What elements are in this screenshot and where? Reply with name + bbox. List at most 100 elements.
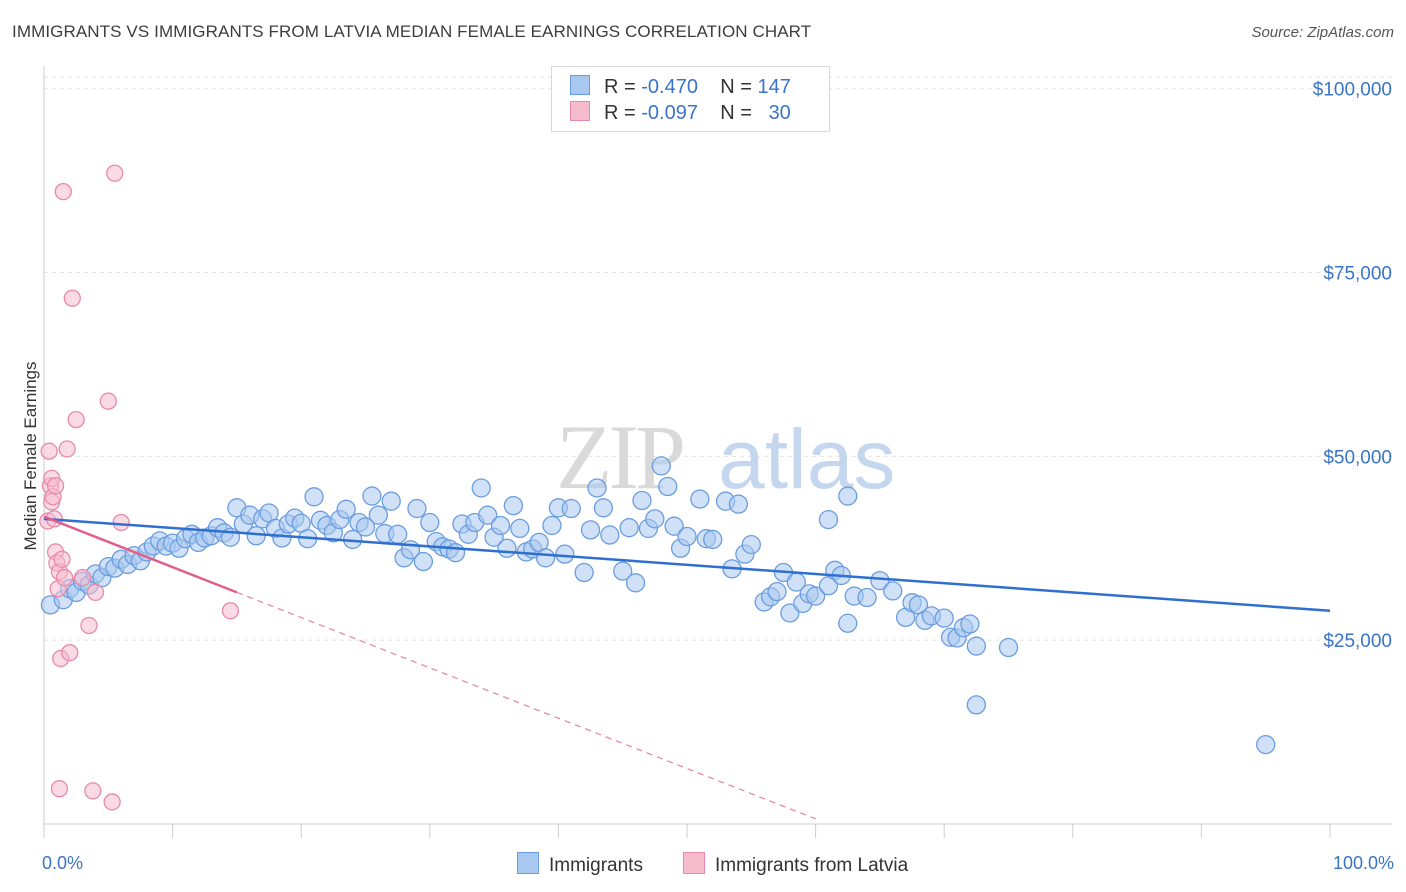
legend-r-value: -0.470 bbox=[641, 76, 698, 98]
y-tick-label: $25,000 bbox=[1323, 631, 1392, 652]
latvia-point bbox=[46, 477, 65, 495]
immigrants-point bbox=[741, 534, 761, 555]
legend-n-label: N = bbox=[720, 102, 752, 124]
immigrants-point bbox=[355, 517, 376, 537]
immigrants-point bbox=[387, 524, 408, 544]
immigrants-point bbox=[535, 548, 556, 568]
immigrants-point bbox=[613, 561, 633, 581]
immigrants-point bbox=[966, 695, 986, 715]
immigrants-point bbox=[703, 529, 723, 550]
immigrants-point bbox=[490, 515, 511, 536]
watermark-atlas: atlas bbox=[718, 412, 895, 506]
legend-r-label: R = bbox=[604, 76, 636, 98]
immigrants-point bbox=[407, 498, 427, 519]
immigrants-point bbox=[478, 505, 498, 525]
immigrants-point bbox=[413, 551, 434, 572]
immigrants-point bbox=[857, 587, 877, 608]
latvia-point bbox=[112, 513, 130, 532]
immigrants-point bbox=[600, 525, 620, 545]
bottom-legend-label: Immigrants bbox=[549, 855, 643, 876]
immigrants-point bbox=[580, 520, 601, 540]
bottom-legend-label: Immigrants from Latvia bbox=[715, 855, 909, 876]
latvia-point bbox=[50, 780, 69, 798]
latvia-point bbox=[80, 616, 98, 635]
latvia-point bbox=[221, 602, 240, 620]
x-tick-label: 100.0% bbox=[1333, 853, 1394, 873]
immigrants-point bbox=[381, 491, 401, 511]
grid-lines bbox=[44, 76, 1392, 641]
immigrants-point bbox=[767, 581, 787, 602]
immigrants-point bbox=[574, 562, 594, 583]
latvia-point bbox=[61, 644, 79, 662]
source-label: Source: ZipAtlas.com bbox=[1251, 24, 1394, 41]
latvia-point bbox=[99, 392, 117, 410]
immigrants-point bbox=[368, 505, 389, 525]
immigrants-point bbox=[1256, 734, 1276, 755]
y-tick-label: $50,000 bbox=[1323, 447, 1392, 468]
x-tick-label: 0.0% bbox=[42, 853, 83, 873]
y-axis-label: Median Female Earnings bbox=[21, 362, 40, 551]
immigrants-point bbox=[883, 581, 903, 601]
immigrants-point bbox=[542, 515, 562, 536]
immigrants-point bbox=[497, 538, 517, 558]
immigrants-point bbox=[818, 509, 839, 530]
immigrants-point bbox=[805, 586, 826, 606]
bottom-legend-immigrants: Immigrants bbox=[517, 852, 643, 877]
latvia-point bbox=[58, 440, 76, 458]
immigrants-point bbox=[632, 490, 652, 511]
immigrants-point bbox=[593, 498, 614, 518]
immigrants-point bbox=[690, 489, 710, 509]
series-latvia-points bbox=[39, 164, 240, 811]
legend-n-label: N = bbox=[720, 76, 752, 98]
chart-title: IMMIGRANTS VS IMMIGRANTS FROM LATVIA MED… bbox=[12, 22, 812, 41]
bottom-legend-swatch-pink bbox=[683, 852, 705, 874]
immigrants-point bbox=[619, 518, 639, 538]
latvia-point bbox=[84, 782, 102, 800]
legend-r-value: -0.097 bbox=[641, 102, 698, 124]
immigrants-point bbox=[587, 478, 607, 498]
stats-legend: R = -0.470 N = 147 R = -0.097 N = 30 bbox=[551, 66, 830, 132]
legend-n-value: 147 bbox=[757, 76, 791, 98]
y-tick-label: $75,000 bbox=[1323, 264, 1392, 285]
immigrants-point bbox=[503, 495, 524, 516]
immigrants-point bbox=[555, 544, 575, 564]
immigrants-point bbox=[362, 486, 382, 506]
latvia-point bbox=[86, 583, 105, 602]
legend-row-latvia: R = -0.097 N = 30 bbox=[570, 101, 791, 127]
legend-swatch-blue bbox=[570, 75, 590, 95]
latvia-trend-line bbox=[43, 515, 238, 594]
y-tick-label: $100,000 bbox=[1313, 80, 1392, 101]
legend-r-label: R = bbox=[604, 102, 636, 124]
immigrants-point bbox=[246, 526, 266, 546]
immigrants-point bbox=[728, 494, 749, 514]
immigrants-point bbox=[561, 498, 581, 519]
latvia-point bbox=[63, 289, 81, 307]
latvia-point bbox=[40, 442, 58, 460]
immigrants-point bbox=[445, 543, 466, 563]
trend-lines bbox=[43, 515, 1331, 820]
legend-swatch-pink bbox=[570, 101, 590, 121]
immigrants-trend-line bbox=[43, 517, 1331, 613]
immigrants-point bbox=[838, 613, 858, 633]
bottom-legend-swatch-blue bbox=[517, 852, 539, 874]
immigrants-point bbox=[780, 603, 800, 623]
immigrants-point bbox=[304, 487, 324, 507]
immigrants-point bbox=[934, 608, 954, 628]
immigrants-point bbox=[645, 509, 665, 529]
immigrants-point bbox=[625, 573, 646, 593]
legend-row-immigrants: R = -0.470 N = 147 bbox=[570, 75, 791, 101]
latvia-point bbox=[73, 569, 92, 587]
latvia-point bbox=[53, 550, 71, 568]
immigrants-point bbox=[664, 516, 684, 536]
latvia-point bbox=[106, 164, 124, 182]
immigrants-point bbox=[998, 637, 1019, 658]
bottom-legend-latvia: Immigrants from Latvia bbox=[683, 852, 908, 877]
immigrants-point bbox=[658, 476, 678, 497]
latvia-point bbox=[103, 793, 121, 811]
immigrants-point bbox=[838, 486, 858, 506]
series-immigrants-points bbox=[40, 456, 1276, 755]
latvia-point bbox=[55, 569, 74, 587]
tick-labels: $25,000 $50,000 $75,000 $100,000 0.0% 100.0% bbox=[42, 80, 1394, 873]
immigrants-point bbox=[966, 636, 986, 656]
latvia-point bbox=[54, 182, 72, 201]
